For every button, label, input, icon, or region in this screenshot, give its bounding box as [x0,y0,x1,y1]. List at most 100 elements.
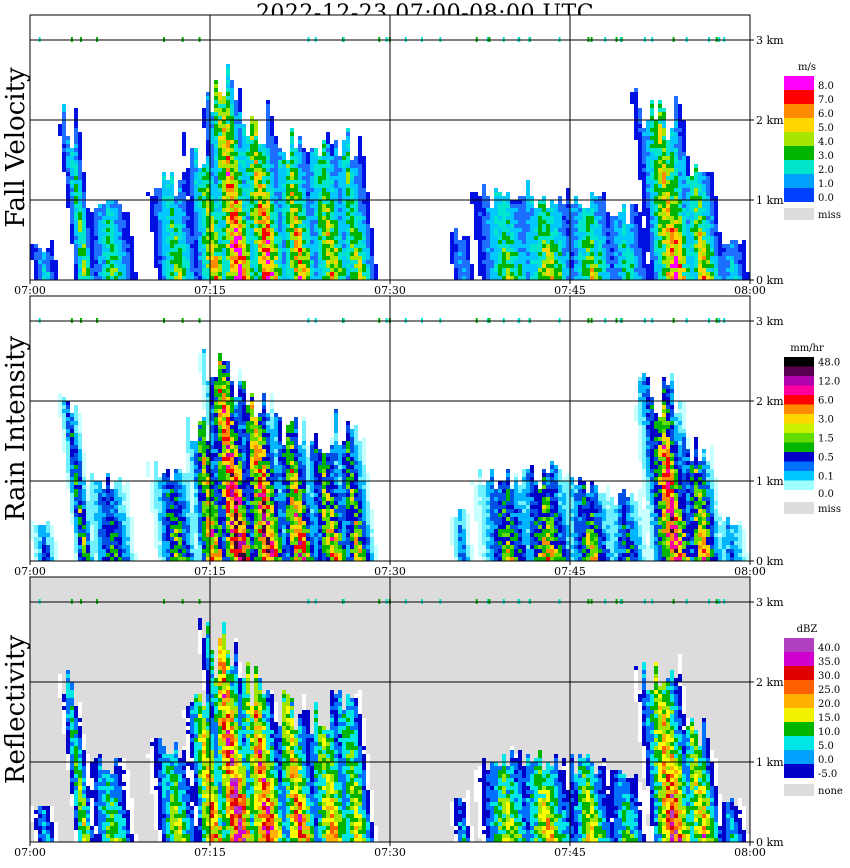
fall-velocity-cell [126,244,130,248]
fall-velocity-cell [258,192,262,196]
fall-velocity-cell [686,204,690,208]
fall-velocity-cell [586,256,590,260]
rain-intensity-cell [118,541,122,545]
fall-velocity-cell [118,264,122,268]
fall-velocity-cell [270,168,274,172]
fall-velocity-cell [306,164,310,168]
fall-velocity-cell [574,252,578,256]
fall-velocity-cell [62,124,66,128]
fall-velocity-cell [498,228,502,232]
fall-velocity-cell [130,260,134,264]
rain-intensity-cell [210,509,214,513]
fall-velocity-cell [658,220,662,224]
fall-velocity-cell [198,204,202,208]
fall-velocity-cell [298,244,302,248]
rain-intensity-cell [154,465,158,469]
rain-intensity-cell [122,513,126,517]
fall-velocity-cell [514,260,518,264]
fall-velocity-cell [198,216,202,220]
rain-intensity-cell [54,557,58,561]
fall-velocity-cell [370,244,374,248]
fall-velocity-cell [234,156,238,160]
rain-intensity-cell [66,445,70,449]
fall-velocity-cell [270,184,274,188]
rain-intensity-cell [166,501,170,505]
fall-velocity-cell [54,260,58,264]
fall-velocity-cell [562,216,566,220]
fall-velocity-cell [642,176,646,180]
rain-intensity-cell [74,445,78,449]
fall-velocity-cell [270,128,274,132]
rain-intensity-cell [74,533,78,537]
fall-velocity-cell [506,236,510,240]
fall-velocity-cell [638,272,642,276]
fall-velocity-cell [690,196,694,200]
fall-velocity-cell [362,236,366,240]
fall-velocity-cell [78,168,82,172]
fall-velocity-cell [694,196,698,200]
fall-velocity-cell [218,108,222,112]
fall-velocity-cell [730,256,734,260]
fall-velocity-cell [490,208,494,212]
fall-velocity-cell [586,228,590,232]
fall-velocity-cell [302,276,306,280]
fall-velocity-cell [218,264,222,268]
fall-velocity-cell [78,160,82,164]
fall-velocity-cell [298,228,302,232]
fall-velocity-cell [350,236,354,240]
fall-velocity-cell [246,240,250,244]
fall-velocity-cell [258,160,262,164]
fall-velocity-cell [366,216,370,220]
fall-velocity-cell [190,252,194,256]
fall-velocity-cell [630,272,634,276]
fall-velocity-cell [466,248,470,252]
fall-velocity-cell [338,176,342,180]
fall-velocity-cell [110,224,114,228]
fall-velocity-cell [674,240,678,244]
fall-velocity-cell [190,184,194,188]
fall-velocity-cell [234,216,238,220]
fall-velocity-cell [510,216,514,220]
rain-intensity-cell [114,509,118,513]
fall-velocity-cell [542,236,546,240]
rain-intensity-cell [70,445,74,449]
fall-velocity-cell [554,224,558,228]
rain-intensity-cell [202,537,206,541]
fall-velocity-cell [650,152,654,156]
fall-velocity-cell [218,140,222,144]
fall-velocity-cell [450,236,454,240]
rain-intensity-cell [202,493,206,497]
fall-velocity-cell [158,192,162,196]
rain-intensity-cell [50,529,54,533]
fall-velocity-cell [658,120,662,124]
fall-velocity-cell [306,260,310,264]
fall-velocity-cell [254,152,258,156]
fall-velocity-cell [70,172,74,176]
fall-velocity-cell [466,240,470,244]
fall-velocity-cell [314,220,318,224]
rain-intensity-cell [38,529,42,533]
fall-velocity-cell [110,212,114,216]
fall-velocity-cell [498,252,502,256]
fall-velocity-cell [630,208,634,212]
fall-velocity-cell [686,248,690,252]
fall-velocity-cell [58,124,62,128]
fall-velocity-cell [710,224,714,228]
fall-velocity-cell [218,240,222,244]
fall-velocity-cell [322,224,326,228]
rain-intensity-cell [118,553,122,557]
fall-velocity-cell [666,212,670,216]
fall-velocity-cell [542,224,546,228]
fall-velocity-cell [354,252,358,256]
fall-velocity-cell [638,252,642,256]
fall-velocity-cell [742,276,746,280]
fall-velocity-cell [662,108,666,112]
fall-velocity-cell [710,264,714,268]
fall-velocity-cell [202,172,206,176]
fall-velocity-cell [602,220,606,224]
fall-velocity-cell [238,224,242,228]
fall-velocity-cell [330,184,334,188]
fall-velocity-cell [498,272,502,276]
fall-velocity-cell [306,252,310,256]
fall-velocity-cell [130,240,134,244]
